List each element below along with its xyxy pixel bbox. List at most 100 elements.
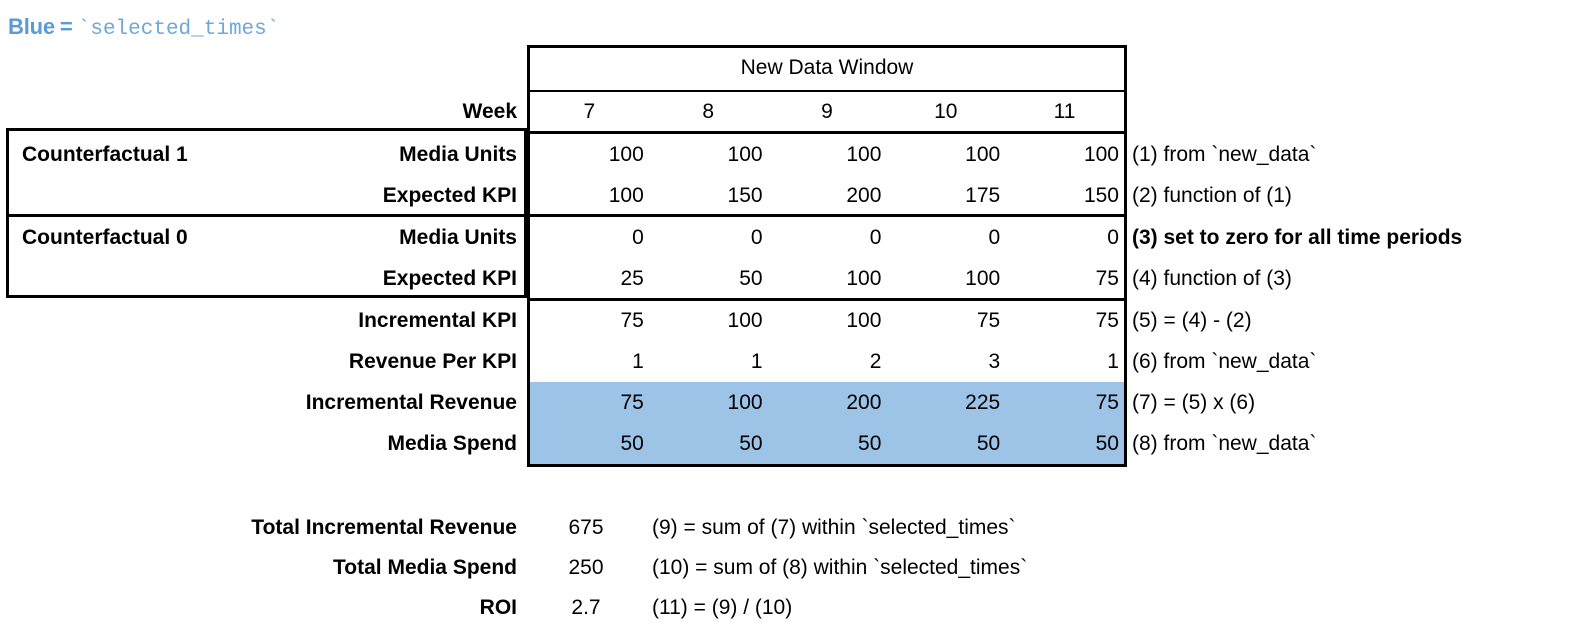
summary-row: Total Incremental Revenue 675 (9) = sum … xyxy=(0,508,1588,548)
data-cell: 150 xyxy=(1083,183,1119,207)
summary-label: ROI xyxy=(479,596,517,619)
summary-label: Total Incremental Revenue xyxy=(251,516,517,539)
table-divider-header xyxy=(527,90,1127,92)
row-cells: 100 150 200 175 150 xyxy=(530,175,1124,216)
week-header-row: Week 7 8 9 10 11 xyxy=(0,92,1588,131)
table-span-header: New Data Window xyxy=(740,55,914,79)
row-label: Media Spend xyxy=(387,431,517,455)
table-row: Expected KPI 100 150 200 175 150 (2) fun… xyxy=(0,175,1588,216)
data-cell: 100 xyxy=(846,308,882,332)
table-divider-counterfactual-end xyxy=(527,298,1127,301)
data-cell: 50 xyxy=(976,431,1001,455)
data-cell: 75 xyxy=(1095,266,1119,290)
data-cell: 100 xyxy=(727,390,763,414)
week-header-cell: 9 xyxy=(821,99,833,123)
data-cell: 75 xyxy=(620,390,644,414)
data-cell: 100 xyxy=(608,183,644,207)
row-label: Incremental KPI xyxy=(358,308,517,332)
week-header-cell: 8 xyxy=(702,99,715,123)
table-row: Media Units 0 0 0 0 0 (3) set to zero fo… xyxy=(0,217,1588,258)
row-cells-highlighted: 50 50 50 50 50 xyxy=(530,423,1124,464)
data-cell: 100 xyxy=(846,142,882,166)
data-cell: 100 xyxy=(1083,142,1119,166)
data-cell: 75 xyxy=(1095,390,1119,414)
week-header-cell: 10 xyxy=(934,99,958,123)
data-cell: 50 xyxy=(858,431,882,455)
data-cell: 50 xyxy=(1095,431,1119,455)
row-cells-highlighted: 75 100 200 225 75 xyxy=(530,382,1124,423)
table-border-top xyxy=(527,45,1127,48)
row-cells: 25 50 100 100 75 xyxy=(530,258,1124,299)
data-cell: 200 xyxy=(846,390,882,414)
week-header-cell: 7 xyxy=(583,99,596,123)
summary-annotation: (9) = sum of (7) within `selected_times` xyxy=(652,516,1016,539)
week-header-label: Week xyxy=(462,99,517,123)
data-cell: 200 xyxy=(846,183,882,207)
data-cell: 0 xyxy=(988,225,1001,249)
data-cell: 75 xyxy=(620,308,644,332)
summary-row: ROI 2.7 (11) = (9) / (10) xyxy=(0,588,1588,628)
table-border-left xyxy=(527,45,530,467)
data-cell: 1 xyxy=(632,349,644,373)
table-divider-counterfactual xyxy=(527,214,1127,217)
data-cell: 0 xyxy=(869,225,882,249)
week-header-cells: 7 8 9 10 11 xyxy=(530,92,1124,131)
row-annotation: (7) = (5) x (6) xyxy=(1132,390,1256,414)
table-border-right xyxy=(1124,45,1127,467)
data-cell: 0 xyxy=(750,225,763,249)
legend-code-value: `selected_times` xyxy=(77,18,280,41)
data-cell: 100 xyxy=(727,142,763,166)
data-cell: 0 xyxy=(1107,225,1119,249)
row-label: Expected KPI xyxy=(382,266,517,290)
data-cell: 0 xyxy=(632,225,644,249)
summary-value: 2.7 xyxy=(571,596,601,619)
row-cells: 100 100 100 100 100 xyxy=(530,134,1124,175)
data-cell: 1 xyxy=(750,349,763,373)
row-label: Media Units xyxy=(399,225,517,249)
table-row: Revenue Per KPI 1 1 2 3 1 (6) from `new_… xyxy=(0,341,1588,382)
summary-value: 250 xyxy=(568,556,604,579)
row-label: Expected KPI xyxy=(382,183,517,207)
data-cell: 100 xyxy=(608,142,644,166)
summary-row: Total Media Spend 250 (10) = sum of (8) … xyxy=(0,548,1588,588)
legend-key-label: Blue xyxy=(8,14,55,39)
row-label: Revenue Per KPI xyxy=(348,349,517,373)
summary-label: Total Media Spend xyxy=(333,556,517,579)
data-cell: 100 xyxy=(965,266,1001,290)
row-annotation: (3) set to zero for all time periods xyxy=(1132,225,1463,249)
week-header-cell: 11 xyxy=(1053,99,1076,123)
data-cell: 3 xyxy=(988,349,1001,373)
summary-value: 675 xyxy=(568,516,604,539)
group-label-counterfactual-0: Counterfactual 0 xyxy=(22,225,188,249)
row-label: Media Units xyxy=(399,142,517,166)
table-row: Incremental KPI 75 100 100 75 75 (5) = (… xyxy=(0,300,1588,341)
table-divider-weeks xyxy=(527,131,1127,134)
summary-annotation: (11) = (9) / (10) xyxy=(652,596,793,619)
row-cells: 0 0 0 0 0 xyxy=(530,217,1124,258)
legend: Blue = `selected_times` xyxy=(8,14,279,44)
data-cell: 225 xyxy=(965,390,1001,414)
row-annotation: (4) function of (3) xyxy=(1132,266,1292,290)
group-label-counterfactual-1: Counterfactual 1 xyxy=(22,142,188,166)
counterfactual-box-divider xyxy=(9,214,524,217)
data-cell: 50 xyxy=(620,431,644,455)
data-cell: 75 xyxy=(976,308,1001,332)
row-annotation: (5) = (4) - (2) xyxy=(1132,308,1252,332)
data-cell: 175 xyxy=(965,183,1001,207)
data-cell: 100 xyxy=(965,142,1001,166)
legend-equals-sign: = xyxy=(59,14,73,39)
table-row: Expected KPI 25 50 100 100 75 (4) functi… xyxy=(0,258,1588,299)
summary-annotation: (10) = sum of (8) within `selected_times… xyxy=(652,556,1028,579)
row-cells: 1 1 2 3 1 xyxy=(530,341,1124,382)
table-border-bottom xyxy=(527,464,1127,467)
data-cell: 50 xyxy=(739,431,763,455)
counterfactual-label-box xyxy=(6,128,527,298)
table-row: Incremental Revenue 75 100 200 225 75 (7… xyxy=(0,382,1588,423)
data-cell: 50 xyxy=(739,266,763,290)
data-cell: 25 xyxy=(620,266,644,290)
data-cell: 75 xyxy=(1095,308,1119,332)
row-cells: 75 100 100 75 75 xyxy=(530,300,1124,341)
data-cell: 1 xyxy=(1107,349,1119,373)
row-annotation: (6) from `new_data` xyxy=(1132,349,1317,373)
data-cell: 150 xyxy=(727,183,763,207)
